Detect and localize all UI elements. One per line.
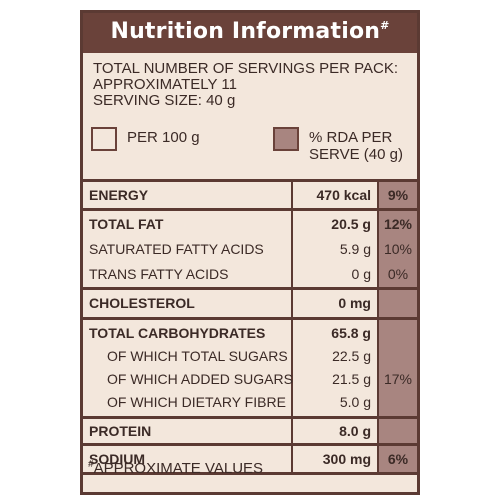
footnote-mark: # <box>88 459 94 470</box>
nutrient-label: PROTEIN <box>89 423 152 439</box>
row-divider <box>83 472 417 475</box>
amount-value: 300 mg <box>322 451 371 467</box>
title-footnote-mark: # <box>380 19 390 32</box>
nutrient-label: OF WHICH ADDED SUGARS <box>107 371 293 387</box>
panel-title: Nutrition Information# <box>83 13 417 53</box>
rda-cell-bg <box>379 446 417 472</box>
legend: PER 100 g % RDA PER SERVE (40 g) <box>91 123 411 173</box>
rda-cell-bg <box>379 211 417 287</box>
rda-label-line2: SERVE (40 g) <box>309 146 403 163</box>
amount-value: 5.0 g <box>339 394 371 410</box>
row-divider <box>83 317 417 320</box>
rda-cell-bg <box>379 290 417 317</box>
rda-label-line1: % RDA PER <box>309 129 393 146</box>
nutrient-label: TRANS FATTY ACIDS <box>89 266 229 282</box>
nutrient-label: OF WHICH TOTAL SUGARS <box>107 348 288 364</box>
nutrient-label: SODIUM <box>89 451 145 467</box>
rda-swatch <box>273 127 299 151</box>
amount-value: 20.5 g <box>331 216 371 232</box>
row-divider <box>83 208 417 211</box>
rda-value: 9% <box>387 187 409 203</box>
column-divider <box>377 179 379 472</box>
serving-size: SERVING SIZE: 40 g <box>93 92 236 109</box>
footnote: #APPROXIMATE VALUES <box>88 459 263 477</box>
title-text: Nutrition Information <box>110 19 381 44</box>
nutrient-label: ENERGY <box>89 187 149 203</box>
amount-value: 0 mg <box>338 295 371 311</box>
nutrient-label: CHOLESTEROL <box>89 295 195 311</box>
nutrient-label: TOTAL FAT <box>89 216 164 232</box>
amount-value: 21.5 g <box>332 371 371 387</box>
amount-value: 0 g <box>351 266 371 282</box>
rda-cell-bg <box>379 419 417 443</box>
amount-value: 5.9 g <box>339 241 371 257</box>
footnote-text: APPROXIMATE VALUES <box>93 460 264 477</box>
rda-legend: % RDA PER SERVE (40 g) <box>309 129 403 163</box>
row-divider <box>83 443 417 446</box>
nutrient-label: SATURATED FATTY ACIDS <box>89 241 264 257</box>
rda-value: 12% <box>383 216 413 232</box>
nutrient-label: OF WHICH DIETARY FIBRE <box>107 394 286 410</box>
amount-value: 470 kcal <box>316 187 372 203</box>
amount-value: 65.8 g <box>331 325 371 341</box>
rda-value: 6% <box>387 451 409 467</box>
rda-value: 10% <box>383 241 413 257</box>
rda-cell-bg <box>379 182 417 208</box>
rda-cell-bg <box>379 320 417 416</box>
per100-label: PER 100 g <box>127 129 200 146</box>
serving-info: TOTAL NUMBER OF SERVINGS PER PACK: APPRO… <box>93 61 413 109</box>
nutrient-label: TOTAL CARBOHYDRATES <box>89 325 266 341</box>
rda-value: 17% <box>383 371 413 387</box>
row-divider <box>83 416 417 419</box>
nutrition-panel: Nutrition Information# TOTAL NUMBER OF S… <box>80 10 420 495</box>
column-divider <box>291 179 293 472</box>
servings-line: TOTAL NUMBER OF SERVINGS PER PACK: <box>93 60 399 77</box>
servings-count: APPROXIMATELY 11 <box>93 76 237 93</box>
per100-swatch <box>91 127 117 151</box>
amount-value: 8.0 g <box>339 423 371 439</box>
rda-value: 0% <box>387 266 409 282</box>
row-divider <box>83 179 417 182</box>
amount-value: 22.5 g <box>332 348 371 364</box>
row-divider <box>83 287 417 290</box>
